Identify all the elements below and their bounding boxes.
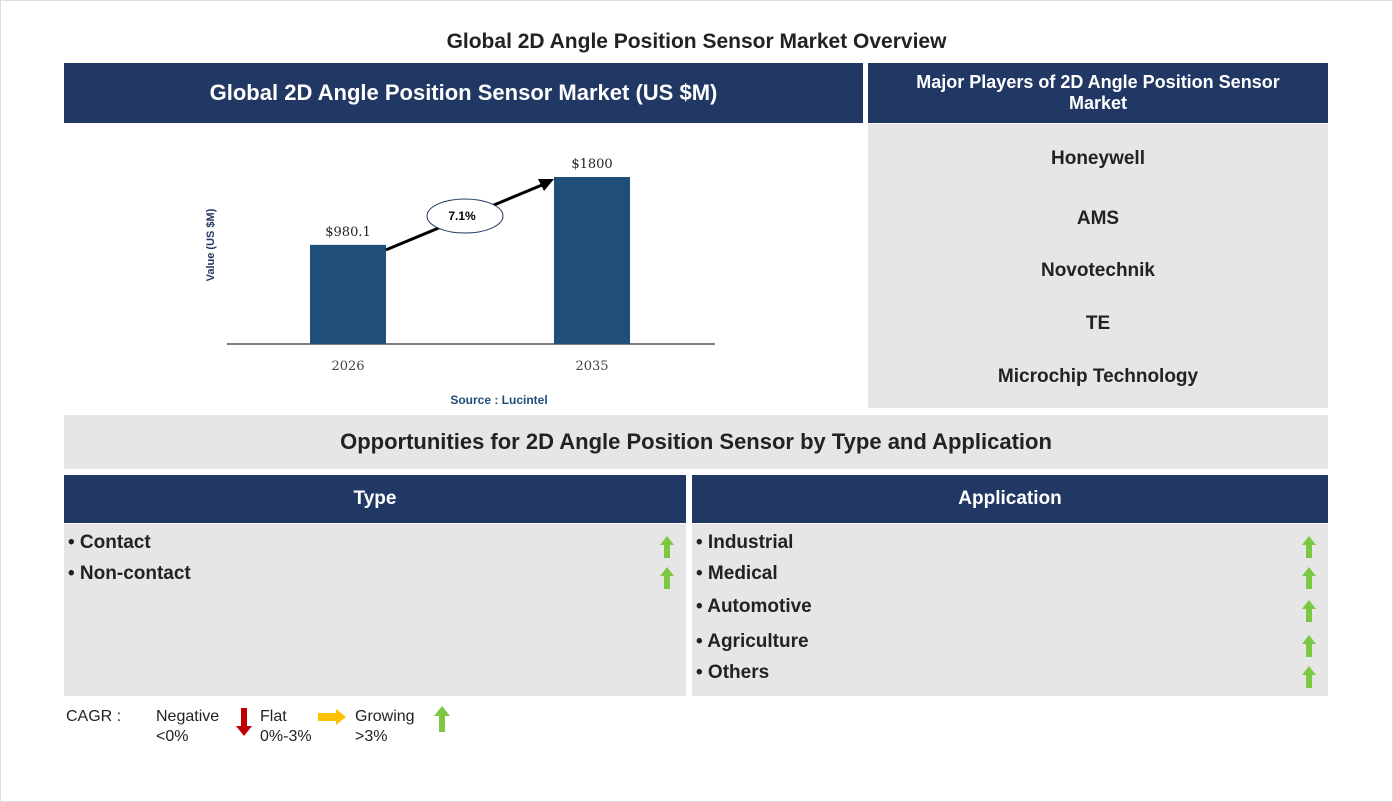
bar-2035 — [554, 177, 630, 344]
legend-negative: Negative <0% — [156, 707, 219, 747]
type-header: Type — [64, 475, 686, 523]
player-item: Novotechnik — [1040, 260, 1156, 281]
legend-flat-label: Flat — [260, 708, 287, 725]
arrow-up-green-icon — [660, 536, 674, 558]
arrow-up-green-icon — [1302, 600, 1316, 622]
legend-growing-label: Growing — [355, 708, 415, 725]
players-panel: Honeywell AMS Novotechnik TE Microchip T… — [868, 124, 1328, 408]
arrow-up-green-icon — [1302, 567, 1316, 589]
player-item: Microchip Technology — [997, 366, 1199, 387]
arrow-up-green-icon — [1302, 536, 1316, 558]
legend-flat-range: 0%-3% — [260, 728, 312, 745]
x-tick-label: 2026 — [331, 359, 364, 374]
players-header: Major Players of 2D Angle Position Senso… — [868, 63, 1328, 123]
cagr-ellipse — [426, 198, 504, 234]
list-item: • Contact — [68, 532, 151, 553]
y-axis-label: Value (US $M) — [205, 208, 217, 281]
arrow-up-green-icon — [1302, 666, 1316, 688]
application-panel: • Industrial • Medical • Automotive • Agric… — [692, 524, 1328, 696]
player-item: TE — [1085, 313, 1111, 334]
arrow-up-green-icon — [434, 706, 450, 732]
market-header: Global 2D Angle Position Sensor Market (… — [64, 63, 863, 123]
legend-flat: Flat 0%-3% — [260, 707, 312, 747]
bar-2026 — [310, 244, 386, 344]
application-header: Application — [692, 475, 1328, 523]
legend-negative-label: Negative — [156, 708, 220, 725]
arrow-up-green-icon — [1302, 635, 1316, 657]
data-label: $1800 — [571, 157, 612, 172]
list-item: • Agriculture — [696, 631, 809, 652]
legend-label: CAGR : — [66, 708, 122, 725]
player-item: Honeywell — [1051, 148, 1145, 169]
cagr-label: 7.1% — [448, 209, 476, 223]
list-item: • Industrial — [696, 532, 794, 553]
legend-negative-range: <0% — [156, 728, 189, 745]
cagr-arrow-head — [538, 179, 554, 191]
opportunities-header: Opportunities for 2D Angle Position Sens… — [64, 415, 1328, 469]
x-tick-label: 2035 — [575, 359, 608, 374]
list-item: • Non-contact — [68, 563, 191, 584]
source-label: Source : Lucintel — [450, 393, 547, 407]
arrow-right-yellow-icon — [318, 709, 346, 725]
arrow-up-green-icon — [660, 567, 674, 589]
legend-growing-range: >3% — [355, 728, 388, 745]
market-chart: $980.1 2026 $1800 2035 7.1% Value (US $M) S… — [205, 157, 715, 407]
list-item: • Medical — [696, 563, 778, 584]
player-item: AMS — [1076, 208, 1120, 229]
data-label: $980.1 — [325, 225, 371, 240]
list-item: • Others — [696, 662, 770, 683]
type-panel: • Contact • Non-contact — [64, 524, 686, 696]
page-title: Global 2D Angle Position Sensor Market O… — [446, 30, 947, 53]
legend-growing: Growing >3% — [355, 707, 415, 747]
arrow-down-red-icon — [236, 708, 252, 736]
list-item: • Automotive — [696, 596, 812, 617]
